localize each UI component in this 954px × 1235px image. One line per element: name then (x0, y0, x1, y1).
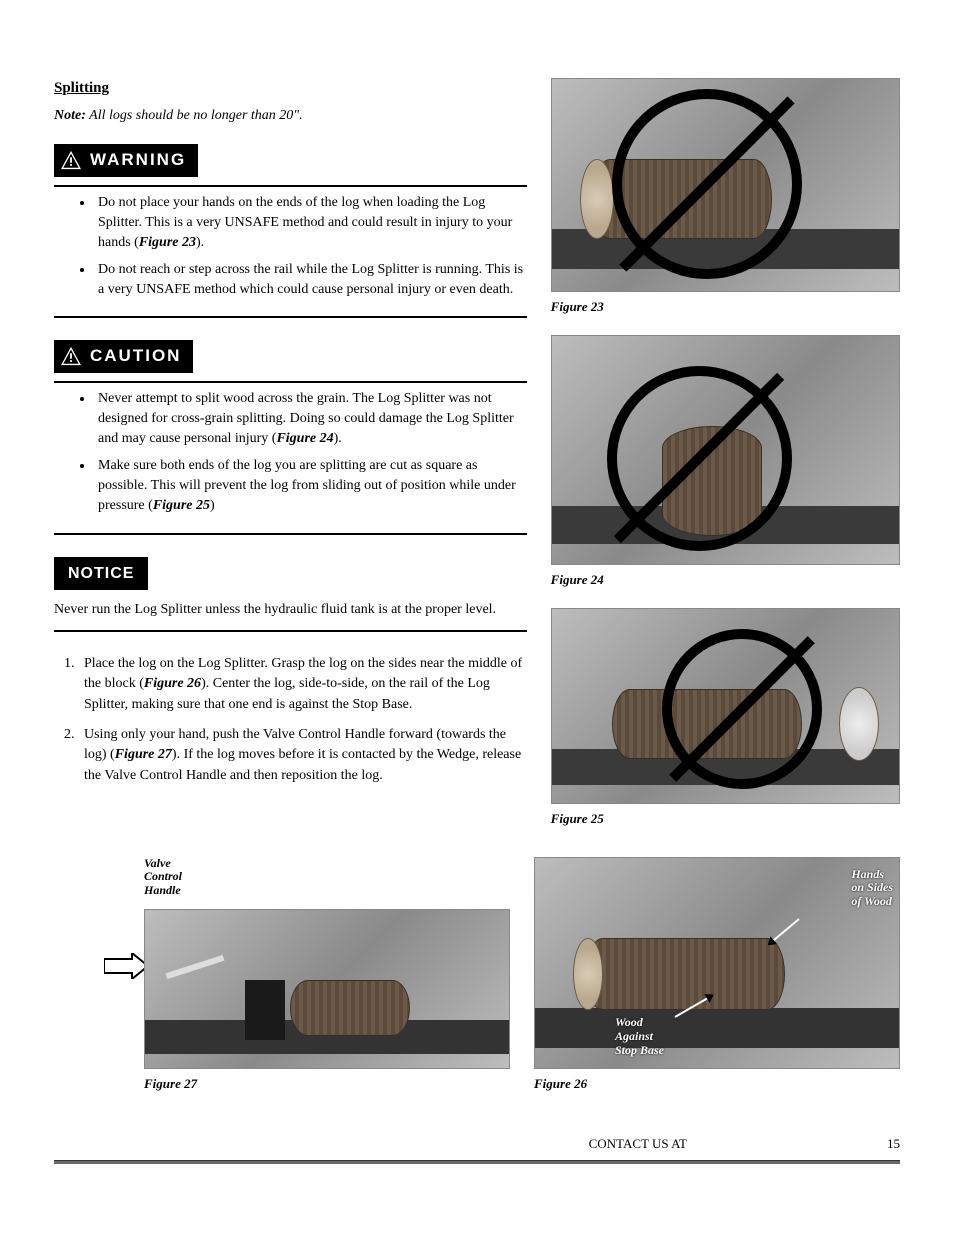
wood-stop-label: Wood Against Stop Base (615, 1016, 664, 1057)
warning-label: WARNING (90, 148, 186, 173)
figure-26-image: Hands on Sides of Wood Wood Against Stop… (534, 857, 900, 1069)
warning-bar: WARNING (54, 144, 198, 177)
warning-item: Do not place your hands on the ends of t… (94, 193, 527, 254)
warning-item: Do not reach or step across the rail whi… (94, 260, 527, 301)
figure-24-caption: Figure 24 (551, 571, 900, 590)
caution-block: CAUTION Never attempt to split wood acro… (54, 340, 527, 534)
text: ) (210, 498, 215, 513)
figure-27-caption: Figure 27 (144, 1075, 510, 1094)
caution-item: Never attempt to split wood across the g… (94, 389, 527, 450)
figure-27-image (144, 909, 510, 1069)
page-columns: Splitting Note: All logs should be no lo… (54, 78, 900, 847)
section-title: Splitting (54, 78, 527, 100)
figure-ref: Figure 26 (144, 676, 201, 691)
notice-text: Never run the Log Splitter unless the hy… (54, 602, 496, 617)
text: ). (196, 235, 204, 250)
note-label: Note: (54, 108, 86, 123)
hands-sides-label: Hands on Sides of Wood (851, 868, 893, 909)
warning-content: Do not place your hands on the ends of t… (54, 185, 527, 318)
alert-icon (60, 346, 82, 366)
figure-ref: Figure 25 (153, 498, 210, 513)
notice-content: Never run the Log Splitter unless the hy… (54, 600, 527, 632)
note-line: Note: All logs should be no longer than … (54, 106, 527, 126)
figure-ref: Figure 23 (139, 235, 196, 250)
figure-25-caption: Figure 25 (551, 810, 900, 829)
bottom-figure-row: Valve Control Handle Wedge Figure 27 Han… (54, 857, 900, 1112)
footer-rule (54, 1160, 900, 1164)
text: ). (334, 431, 342, 446)
figure-27: Valve Control Handle Wedge Figure 27 (54, 857, 510, 1094)
figure-23-caption: Figure 23 (551, 298, 900, 317)
figure-24-image (551, 335, 900, 565)
figure-26: Hands on Sides of Wood Wood Against Stop… (534, 857, 900, 1094)
caution-item: Make sure both ends of the log you are s… (94, 456, 527, 517)
steps-list: Place the log on the Log Splitter. Grasp… (54, 654, 527, 786)
footer-contact: CONTACT US AT (589, 1135, 687, 1154)
figure-24: Figure 24 (551, 335, 900, 590)
page-footer: CONTACT US AT 15 (54, 1135, 900, 1154)
figure-ref: Figure 24 (276, 431, 333, 446)
right-column: Figure 23 Figure 24 Figure 25 (551, 78, 900, 847)
warning-block: WARNING Do not place your hands on the e… (54, 144, 527, 318)
caution-bar: CAUTION (54, 340, 193, 373)
alert-icon (60, 150, 82, 170)
notice-block: NOTICE Never run the Log Splitter unless… (54, 557, 527, 632)
left-column: Splitting Note: All logs should be no lo… (54, 78, 527, 847)
step-item: Place the log on the Log Splitter. Grasp… (78, 654, 527, 715)
text: Do not reach or step across the rail whi… (98, 262, 523, 297)
caution-content: Never attempt to split wood across the g… (54, 381, 527, 535)
notice-bar: NOTICE (54, 557, 148, 590)
figure-ref: Figure 27 (115, 747, 172, 762)
step-item: Using only your hand, push the Valve Con… (78, 725, 527, 786)
page-number: 15 (887, 1135, 900, 1154)
figure-23-image (551, 78, 900, 292)
figure-25: Figure 25 (551, 608, 900, 829)
figure-23: Figure 23 (551, 78, 900, 317)
caution-label: CAUTION (90, 344, 181, 369)
figure-25-image (551, 608, 900, 804)
note-body: All logs should be no longer than 20". (89, 108, 303, 123)
valve-control-label: Valve Control Handle (144, 857, 182, 898)
figure-26-caption: Figure 26 (534, 1075, 900, 1094)
push-arrow-icon (104, 953, 148, 979)
